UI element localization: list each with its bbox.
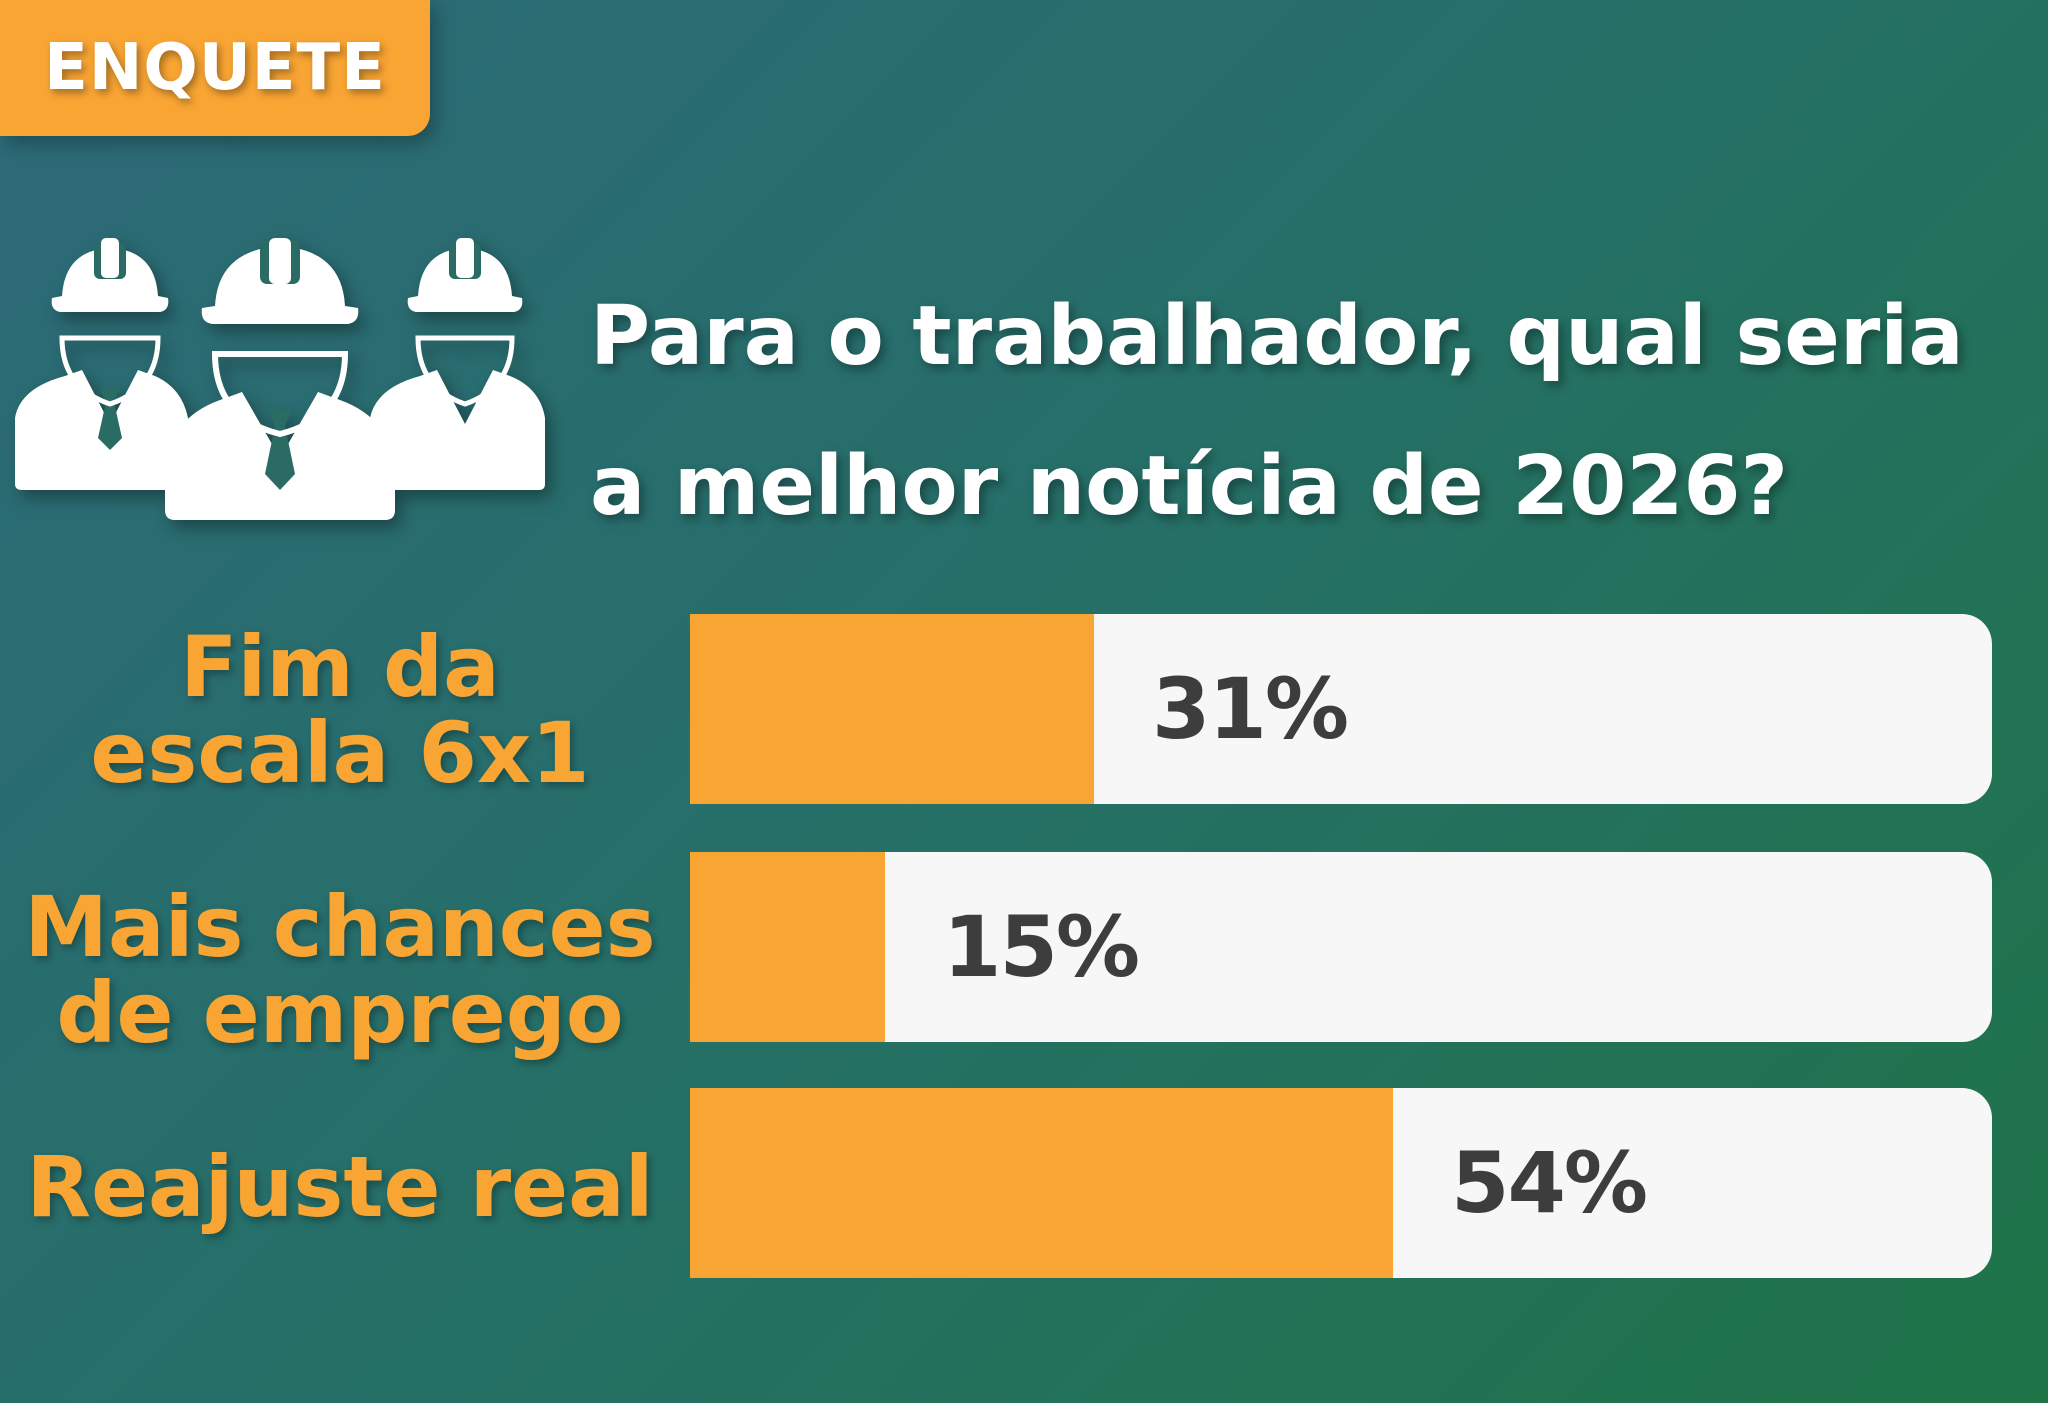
option-label-line: de emprego (56, 964, 624, 1062)
worker-center-icon (165, 238, 395, 520)
option-label-line: Mais chances (24, 878, 656, 976)
option-label-line: escala 6x1 (90, 704, 590, 802)
bar-fill (690, 852, 885, 1042)
option-label-mais-chances: Mais chances de emprego (10, 884, 670, 1056)
enquete-badge (0, 0, 430, 136)
bar-track: 31% (690, 614, 1992, 804)
question-line-2: a melhor notícia de 2026? (590, 439, 1789, 534)
worker-right-icon (370, 238, 545, 490)
worker-left-icon (15, 238, 188, 490)
option-label-reajuste-real: Reajuste real (10, 1144, 670, 1230)
bar-fill (690, 1088, 1393, 1278)
bar-track: 15% (690, 852, 1992, 1042)
option-label-line: Reajuste real (26, 1138, 654, 1236)
option-label-line: Fim da (180, 618, 500, 716)
bar-track: 54% (690, 1088, 1992, 1278)
enquete-badge-label: ENQUETE (44, 31, 386, 105)
question-line-1: Para o trabalhador, qual seria (590, 289, 1964, 384)
poll-question: Para o trabalhador, qual seria a melhor … (590, 262, 2030, 562)
option-label-fim-da-escala: Fim da escala 6x1 (10, 624, 670, 796)
bar-value-label: 31% (1152, 660, 1349, 758)
construction-workers-icon (15, 238, 545, 520)
bar-value-label: 15% (943, 898, 1140, 996)
bar-fill (690, 614, 1094, 804)
bar-value-label: 54% (1451, 1134, 1648, 1232)
